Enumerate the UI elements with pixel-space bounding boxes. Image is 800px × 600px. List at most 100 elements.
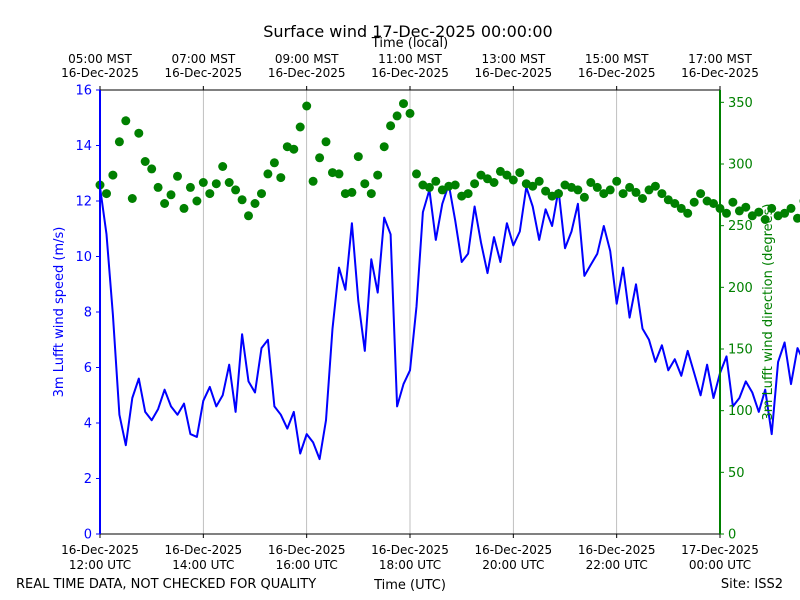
top-tick-label-time: 07:00 MST [171,52,235,66]
wind-direction-point [244,211,253,221]
wind-direction-point [793,213,800,223]
wind-direction-point [289,144,299,154]
wind-direction-point [347,187,357,197]
right-tick-label: 250 [728,219,753,234]
wind-direction-point [166,190,176,200]
x-tick-label-time: 18:00 UTC [379,558,441,572]
wind-direction-point [134,128,144,138]
wind-direction-point [160,199,170,208]
wind-direction-point [424,182,434,192]
right-tick-label: 0 [728,528,736,543]
wind-direction-point [205,189,215,199]
wind-speed-line [99,183,800,461]
wind-direction-point [405,108,415,118]
wind-direction-point [728,197,738,207]
wind-direction-point [321,137,331,147]
wind-direction-point [173,171,182,181]
quality-warning: REAL TIME DATA, NOT CHECKED FOR QUALITY [16,577,316,592]
wind-direction-point [573,185,583,195]
left-tick-label: 14 [75,139,92,154]
top-tick-label-date: 16-Dec-2025 [474,66,552,80]
x-tick-label-date: 16-Dec-2025 [474,543,552,557]
wind-direction-point [579,192,589,202]
top-tick-label-time: 17:00 MST [688,52,752,66]
wind-direction-point [108,170,118,180]
wind-direction-point [353,152,363,162]
top-tick-label-date: 16-Dec-2025 [61,66,139,80]
right-tick-label: 300 [728,158,753,173]
wind-direction-point [722,208,731,218]
wind-direction-point [147,164,157,174]
wind-direction-point [185,182,195,192]
left-tick-label: 2 [84,472,92,487]
x-tick-label-date: 16-Dec-2025 [578,543,656,557]
wind-direction-point [502,170,512,180]
wind-direction-point [554,189,563,199]
series-layer [95,99,800,461]
wind-direction-point [366,189,376,199]
wind-direction-point [121,116,131,126]
wind-direction-point [224,178,234,187]
wind-direction-point [754,207,764,217]
wind-direction-point [760,215,770,224]
wind-direction-point [102,189,111,199]
right-tick-label: 150 [728,343,753,358]
wind-direction-point [231,185,241,195]
wind-direction-point [198,178,208,187]
wind-direction-point [508,175,518,185]
wind-direction-point [276,173,286,183]
wind-direction-point [257,189,266,199]
left-tick-label: 8 [84,306,92,321]
wind-direction-point [179,203,189,213]
wind-direction-point [470,179,480,189]
wind-direction-point [302,101,312,111]
left-tick-label: 10 [75,250,92,265]
x-tick-label-time: 12:00 UTC [69,558,131,572]
wind-direction-point [515,168,525,178]
x-tick-label-date: 16-Dec-2025 [164,543,242,557]
top-tick-label-time: 15:00 MST [585,52,649,66]
wind-direction-point [360,179,370,189]
x-tick-label-time: 00:00 UTC [689,558,751,572]
x-tick-label-date: 17-Dec-2025 [681,543,759,557]
top-tick-label-date: 16-Dec-2025 [578,66,656,80]
wind-direction-point [592,182,602,192]
wind-direction-point [670,199,680,208]
wind-direction-point [153,182,163,192]
wind-direction-point [237,195,247,205]
wind-direction-point [450,180,460,190]
chart-title: Surface wind 17-Dec-2025 00:00:00 [263,22,552,41]
top-tick-label-date: 16-Dec-2025 [681,66,759,80]
wind-direction-point [780,208,790,218]
wind-direction-point [689,197,699,207]
top-axis-label: Time (local) [371,36,448,51]
wind-direction-point [386,121,396,131]
x-tick-label-date: 16-Dec-2025 [61,543,139,557]
wind-direction-point [315,153,325,163]
wind-direction-point [741,202,751,212]
wind-direction-point [392,111,402,121]
wind-direction-point [127,194,137,203]
left-tick-label: 0 [84,528,92,543]
left-tick-label: 12 [75,195,92,210]
wind-direction-point [586,178,596,187]
wind-direction-point [379,142,389,152]
left-tick-label: 6 [84,361,92,376]
wind-direction-point [786,203,796,213]
wind-direction-point [211,179,221,189]
wind-direction-point [140,157,150,166]
wind-direction-point [334,169,344,179]
wind-direction-point [631,187,641,197]
top-tick-label-date: 16-Dec-2025 [371,66,449,80]
top-tick-label-date: 16-Dec-2025 [268,66,346,80]
top-tick-label-date: 16-Dec-2025 [164,66,242,80]
left-tick-label: 16 [75,84,92,99]
wind-direction-point [269,158,279,168]
wind-direction-point [114,137,124,147]
right-tick-label: 50 [728,466,745,481]
wind-direction-point [767,203,777,213]
top-tick-label-time: 09:00 MST [275,52,339,66]
